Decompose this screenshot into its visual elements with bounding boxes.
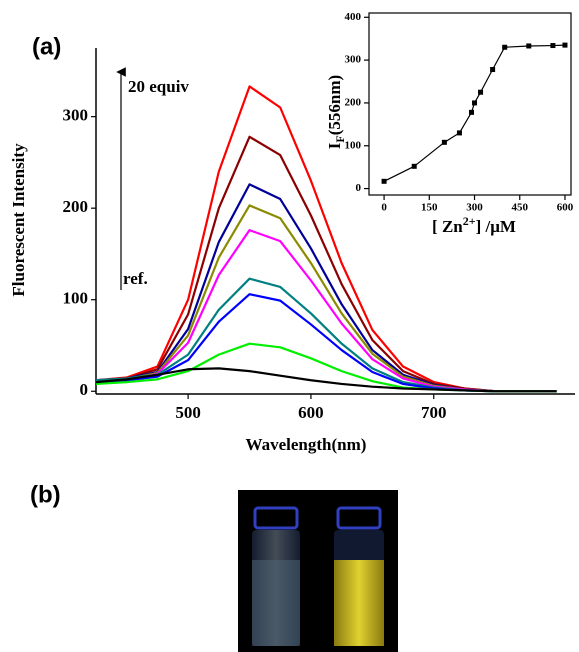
y-tick-label: 200: [63, 197, 89, 216]
x-tick-label: 700: [421, 403, 447, 422]
panel-label: (b): [30, 481, 61, 508]
y-axis-title: IF(556nm): [325, 75, 347, 149]
data-point: [478, 89, 484, 95]
y-tick-label: 300: [63, 106, 89, 125]
vial-liquid: [252, 560, 300, 646]
x-tick-label: 450: [511, 202, 528, 214]
y-tick-label: 0: [80, 380, 89, 399]
y-tick-label: 100: [63, 289, 89, 308]
data-point: [562, 42, 568, 48]
annotation: 20 equiv: [128, 77, 189, 96]
data-point: [441, 139, 447, 145]
y-tick-label: 100: [345, 139, 362, 151]
inset-chart: IF(556nm) [ Zn2+] /μM 0 100 200 300 400 0 150 3…: [325, 11, 574, 236]
panel-label: (a): [32, 33, 61, 60]
y-tick-label: 200: [345, 96, 362, 108]
x-axis-title: [ Zn2+] /μM: [432, 214, 516, 236]
y-tick-label: 0: [356, 182, 362, 194]
data-point: [381, 178, 387, 184]
data-line: [95, 135, 557, 393]
data-point: [526, 43, 532, 49]
vial-cap: [336, 506, 382, 530]
x-tick-label: 0: [381, 202, 387, 214]
plot-frame: [368, 12, 572, 196]
data-point: [469, 109, 475, 115]
x-tick-label: 600: [298, 403, 324, 422]
x-tick-label: 500: [175, 403, 201, 422]
photo-panel: (b): [30, 481, 398, 652]
annotation: ref.: [123, 269, 148, 288]
main-chart: (a) Wavelength(nm) Fluorescent Intensity…: [9, 33, 575, 454]
data-point: [502, 44, 508, 50]
data-line: [95, 229, 557, 393]
y-tick-label: 400: [345, 11, 362, 23]
data-point: [490, 67, 496, 73]
data-point: [411, 163, 417, 169]
x-axis-title: Wavelength(nm): [246, 435, 367, 454]
data-point: [456, 130, 462, 136]
data-point: [550, 43, 556, 49]
x-tick-label: 600: [557, 202, 574, 214]
y-axis-title: Fluorescent Intensity: [9, 143, 28, 297]
vial-cap: [253, 506, 299, 530]
x-tick-label: 150: [421, 202, 438, 214]
data-line: [95, 367, 557, 393]
vial-liquid: [334, 560, 384, 646]
x-tick-label: 300: [466, 202, 483, 214]
data-point: [472, 100, 478, 106]
data-line: [383, 44, 565, 182]
y-tick-label: 300: [345, 54, 362, 66]
